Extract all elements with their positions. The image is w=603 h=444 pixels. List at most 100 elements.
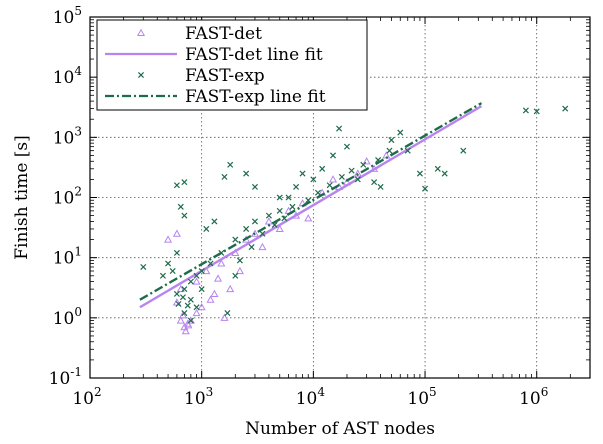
data-point — [221, 173, 228, 180]
data-point — [140, 263, 147, 271]
data-point — [243, 170, 250, 177]
data-point — [164, 235, 173, 243]
data-point — [181, 286, 188, 293]
data-point — [562, 105, 569, 112]
data-point — [232, 236, 239, 243]
data-point — [248, 244, 255, 251]
data-point — [416, 170, 423, 177]
data-point — [360, 161, 367, 168]
data-point — [198, 267, 205, 275]
y-tick-label: 104 — [53, 64, 83, 88]
data-point — [404, 147, 411, 154]
data-point — [377, 183, 384, 190]
series-2 — [140, 105, 569, 324]
data-point — [206, 295, 215, 303]
data-point — [176, 316, 185, 324]
data-point — [211, 218, 218, 225]
data-point — [336, 125, 343, 132]
data-point — [232, 272, 239, 279]
data-point — [289, 203, 296, 210]
data-point — [243, 225, 250, 232]
data-point — [338, 173, 345, 180]
data-point — [319, 165, 326, 172]
data-point — [198, 286, 205, 293]
data-point — [181, 326, 190, 335]
series-layer — [139, 102, 569, 335]
y-tick-label: 100 — [53, 305, 82, 329]
data-point — [329, 152, 337, 159]
y-tick-label: 103 — [53, 124, 82, 148]
data-point — [181, 310, 188, 317]
legend-item: FAST-exp — [137, 66, 265, 86]
data-point — [177, 203, 184, 210]
data-point — [187, 278, 194, 285]
data-point — [193, 272, 200, 279]
data-point — [181, 212, 188, 219]
data-point — [397, 129, 404, 136]
data-point — [193, 304, 200, 311]
data-point — [304, 214, 313, 222]
data-point — [227, 161, 234, 168]
data-point — [236, 257, 243, 264]
data-point — [210, 289, 219, 297]
data-point — [326, 182, 333, 189]
x-tick-label: 103 — [184, 385, 213, 409]
fit-line — [139, 105, 483, 309]
data-point — [184, 321, 193, 329]
data-point — [362, 157, 371, 165]
fit-line — [139, 102, 483, 301]
series-3 — [139, 102, 483, 301]
data-point — [310, 176, 317, 183]
y-axis-title: Finish time [s] — [12, 135, 32, 260]
legend-label: FAST-exp line fit — [185, 87, 326, 107]
data-point — [187, 296, 194, 303]
x-tick-label: 106 — [519, 385, 548, 409]
data-point — [354, 176, 361, 183]
data-point — [258, 242, 267, 251]
y-tick-label: 105 — [53, 4, 82, 28]
data-point — [386, 147, 393, 154]
data-point — [169, 267, 176, 275]
y-tick-label: 101 — [53, 245, 82, 269]
legend-marker — [137, 71, 145, 79]
data-point — [460, 147, 467, 154]
data-point — [371, 179, 378, 186]
legend-label: FAST-det line fit — [185, 45, 323, 65]
data-point — [251, 218, 258, 225]
data-point — [276, 207, 283, 214]
data-point — [207, 260, 214, 267]
data-point — [343, 143, 351, 150]
legend-label: FAST-exp — [185, 66, 265, 86]
legend-item: FAST-det line fit — [105, 45, 323, 65]
legend-item: FAST-det — [136, 24, 262, 44]
data-point — [251, 183, 258, 190]
data-point — [213, 274, 223, 282]
legend-label: FAST-det — [185, 24, 262, 44]
y-tick-label: 10-1 — [49, 365, 82, 389]
data-point — [181, 179, 188, 186]
data-point — [192, 308, 201, 317]
data-point — [220, 313, 229, 321]
series-1 — [139, 105, 483, 309]
data-point — [203, 225, 210, 232]
data-point — [265, 212, 272, 219]
x-axis-title: Number of AST nodes — [245, 419, 435, 439]
data-point — [259, 230, 266, 237]
data-point — [441, 170, 448, 177]
data-point — [348, 167, 355, 174]
data-point — [224, 310, 231, 317]
data-point — [178, 311, 188, 319]
data-point — [217, 259, 226, 267]
data-point — [159, 272, 166, 279]
y-tick-label: 102 — [53, 185, 82, 209]
data-point — [165, 260, 172, 267]
data-point — [226, 284, 235, 293]
data-point — [276, 194, 283, 201]
data-point — [388, 137, 395, 144]
ticks: 102 103 104 105 106 10-1 100 101 102 103 104 105 — [49, 4, 590, 409]
x-tick-label: 102 — [72, 385, 101, 409]
x-tick-label: 105 — [407, 385, 436, 409]
data-point — [173, 249, 180, 256]
